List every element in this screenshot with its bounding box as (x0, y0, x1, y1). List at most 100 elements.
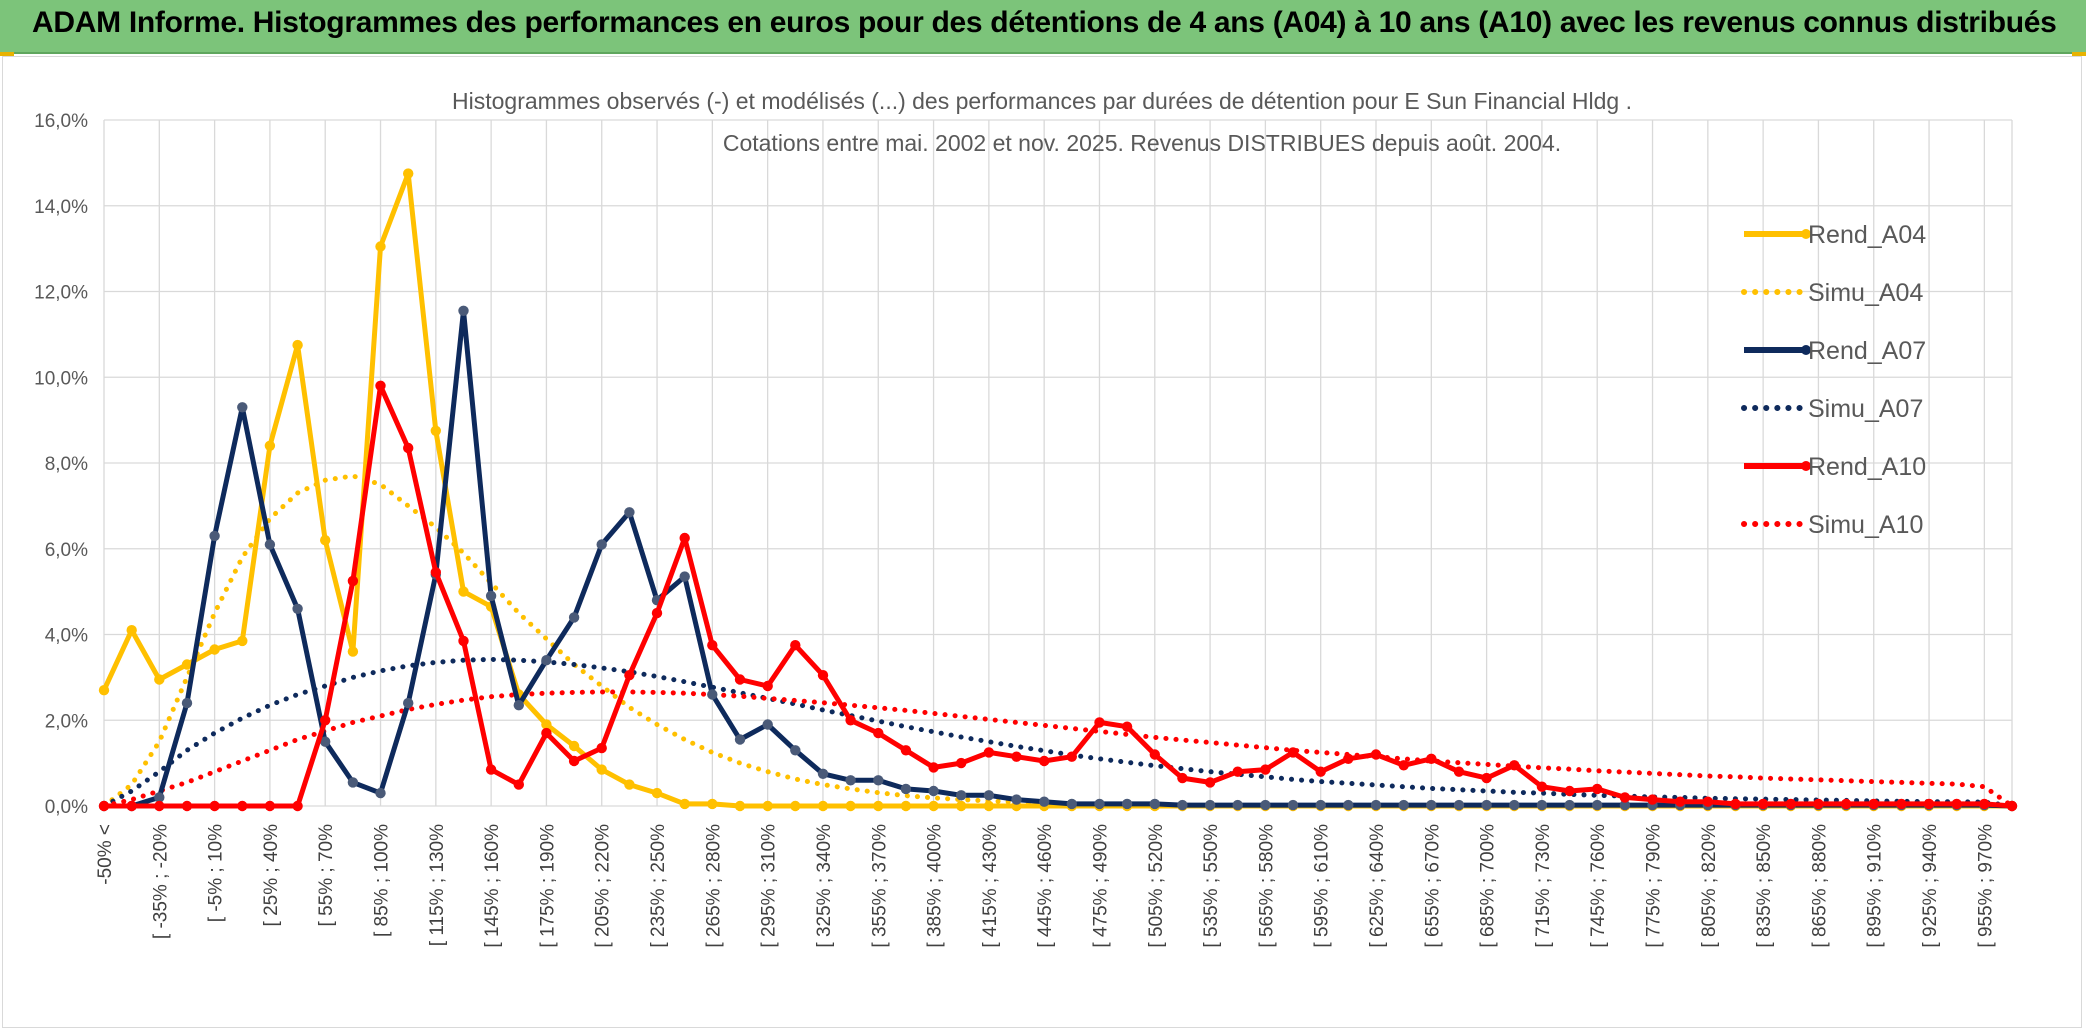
data-point-rend_a10 (154, 800, 165, 812)
data-point-rend_a07 (1011, 794, 1022, 805)
data-point-rend_a10 (568, 755, 580, 767)
data-point-rend_a07 (1370, 799, 1382, 811)
legend-marker (1801, 461, 1811, 471)
data-point-rend_a10 (1923, 798, 1935, 810)
data-point-rend_a04 (237, 635, 248, 647)
x-tick-label: [ 685% ; 700% (1478, 824, 1499, 948)
data-point-rend_a07 (209, 530, 220, 542)
data-point-rend_a07 (1453, 799, 1465, 811)
data-point-rend_a10 (320, 715, 331, 726)
data-point-rend_a04 (458, 586, 469, 597)
legend-marker (1801, 345, 1811, 355)
data-point-rend_a10 (817, 670, 829, 681)
series-line-simu_a10 (101, 689, 2015, 809)
data-point-rend_a07 (541, 655, 552, 666)
data-point-rend_a04 (873, 800, 884, 812)
data-point-rend_a07 (956, 790, 967, 801)
data-point-rend_a10 (873, 727, 884, 739)
data-point-rend_a07 (873, 775, 884, 786)
data-point-rend_a07 (1149, 798, 1161, 810)
data-point-rend_a10 (1260, 764, 1271, 775)
data-point-rend_a10 (458, 635, 469, 647)
data-point-rend_a07 (292, 603, 303, 614)
data-point-rend_a04 (154, 674, 165, 685)
data-point-rend_a07 (1094, 798, 1105, 810)
legend: Rend_A04 Simu_A04 Rend_A07 Simu_A07 Rend_A10… (1741, 221, 1926, 539)
y-tick-label: 16,0% (34, 111, 88, 132)
legend-marker (1801, 229, 1811, 239)
x-tick-label: [ 895% ; 910% (1865, 824, 1886, 948)
data-point-rend_a10 (513, 779, 524, 790)
chart-frame (2, 56, 2082, 1028)
data-point-rend_a04 (320, 535, 331, 546)
data-point-rend_a07 (734, 734, 746, 745)
data-point-rend_a07 (1039, 796, 1050, 807)
data-point-rend_a07 (1564, 799, 1575, 811)
legend-label: Rend_A04 (1808, 221, 1926, 249)
data-point-rend_a04 (292, 339, 303, 351)
data-point-rend_a04 (928, 800, 939, 812)
data-point-rend_a07 (1536, 799, 1548, 811)
x-tick-label: [ 325% ; 340% (814, 824, 835, 948)
data-point-rend_a07 (513, 700, 524, 711)
data-point-rend_a07 (1398, 799, 1409, 811)
data-point-rend_a10 (375, 380, 386, 391)
data-point-rend_a07 (679, 571, 690, 582)
data-point-rend_a10 (762, 680, 773, 692)
data-point-rend_a07 (790, 745, 801, 756)
report-header: ADAM Informe. Histogrammes des performan… (0, 0, 2086, 54)
x-tick-label: [ 625% ; 640% (1367, 824, 1388, 948)
x-tick-label: [ 355% ; 370% (869, 824, 890, 948)
legend-label: Simu_A10 (1808, 511, 1923, 539)
data-point-rend_a10 (126, 800, 137, 812)
x-tick-label: [ 295% ; 310% (759, 824, 780, 948)
y-tick-label: 0,0% (45, 797, 88, 818)
data-point-rend_a10 (900, 745, 912, 756)
data-point-rend_a04 (596, 764, 607, 775)
data-point-rend_a04 (568, 740, 580, 752)
data-point-rend_a04 (790, 800, 801, 812)
data-point-rend_a07 (1204, 799, 1216, 811)
data-point-rend_a10 (1868, 798, 1879, 810)
x-tick-label: [ 565% ; 580% (1256, 824, 1277, 948)
data-point-rend_a04 (264, 440, 276, 451)
data-point-rend_a07 (624, 507, 635, 518)
data-point-rend_a10 (1951, 798, 1962, 810)
data-point-rend_a10 (1204, 777, 1216, 788)
series-line-rend_a10 (104, 383, 2013, 809)
y-axis: 0,0% 2,0% 4,0% 6,0% 8,0% 10,0% 12,0% 14,0% 16,0% (34, 111, 88, 818)
data-point-rend_a07 (181, 697, 193, 709)
data-point-rend_a10 (1315, 766, 1326, 777)
data-point-rend_a10 (1619, 792, 1631, 803)
data-point-rend_a10 (237, 800, 248, 812)
data-point-rend_a10 (1039, 755, 1050, 767)
data-point-rend_a10 (1287, 747, 1299, 758)
x-tick-label: [ 175% ; 190% (537, 824, 558, 948)
data-point-rend_a07 (1343, 799, 1354, 811)
data-point-rend_a07 (1426, 799, 1437, 811)
y-tick-label: 6,0% (45, 540, 88, 561)
data-point-rend_a07 (458, 305, 469, 316)
data-point-rend_a10 (181, 800, 193, 812)
data-point-rend_a10 (2006, 800, 2018, 812)
data-point-rend_a10 (651, 607, 663, 619)
x-tick-label: [ 955% ; 970% (1975, 824, 1996, 948)
data-point-rend_a10 (264, 800, 276, 812)
data-point-rend_a10 (430, 567, 441, 578)
y-tick-label: 2,0% (45, 711, 88, 732)
y-tick-label: 4,0% (45, 626, 88, 647)
data-point-rend_a10 (1730, 798, 1741, 810)
data-point-rend_a10 (1149, 749, 1161, 760)
data-point-rend_a04 (98, 685, 110, 696)
data-point-rend_a10 (1840, 798, 1852, 810)
data-point-rend_a10 (845, 715, 856, 726)
x-tick-label: [ -5% ; 10% (206, 824, 227, 922)
data-point-rend_a10 (1509, 760, 1520, 771)
data-point-rend_a07 (1287, 799, 1299, 811)
data-point-rend_a07 (237, 402, 248, 413)
data-point-rend_a10 (1481, 772, 1492, 784)
data-point-rend_a04 (126, 625, 137, 636)
data-point-rend_a07 (154, 792, 165, 803)
data-point-rend_a10 (1453, 766, 1465, 777)
data-point-rend_a10 (1896, 798, 1907, 810)
